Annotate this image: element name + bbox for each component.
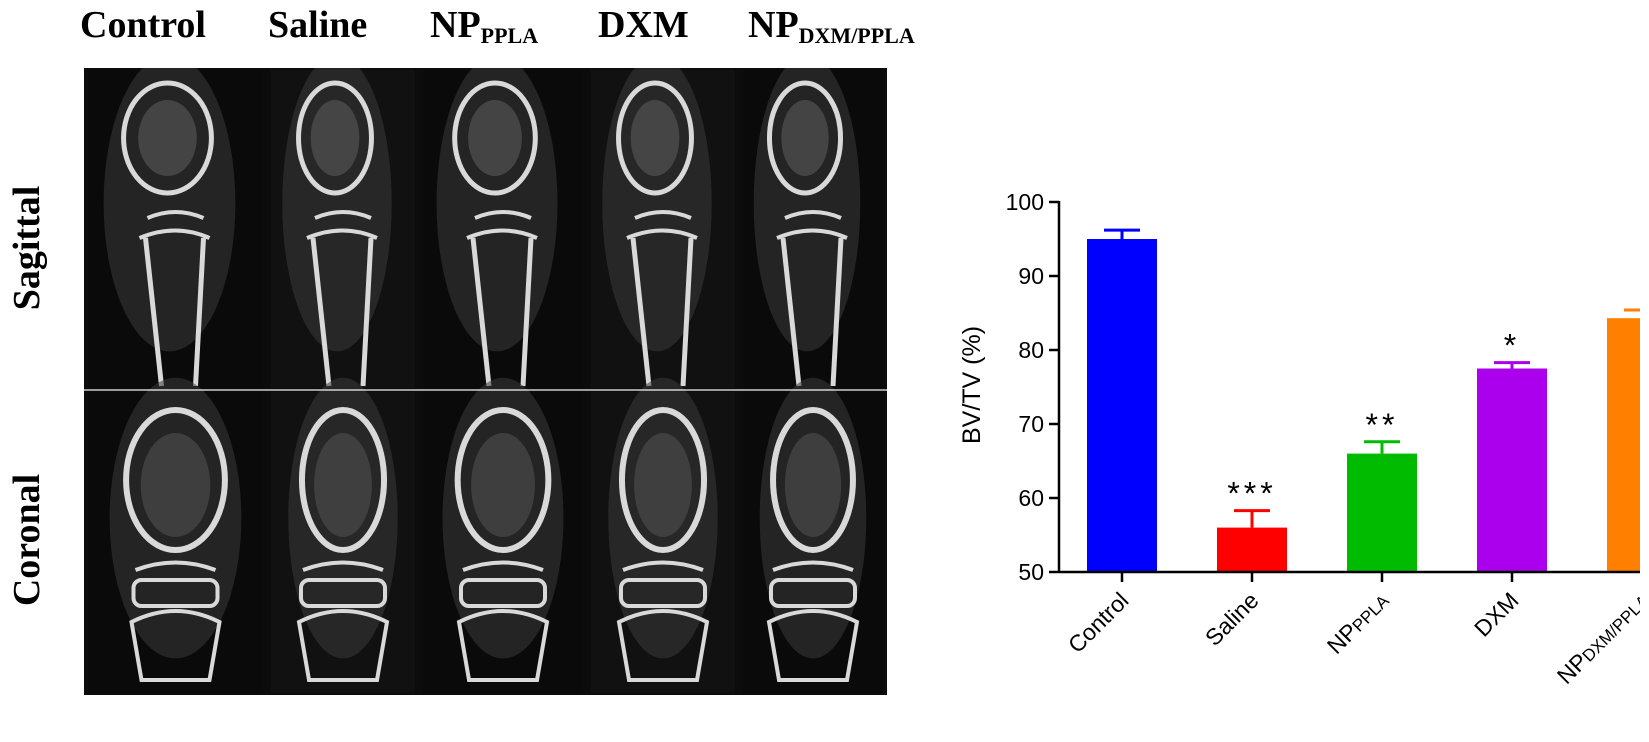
bar <box>1217 527 1287 572</box>
bar <box>1477 368 1547 572</box>
micro-ct-tile <box>88 68 263 388</box>
micro-ct-tile <box>591 377 735 693</box>
column-header-control: Control <box>80 4 206 46</box>
micro-ct-tile <box>743 68 883 388</box>
y-tick-label: 80 <box>1018 337 1044 363</box>
bar <box>1347 453 1417 572</box>
bar <box>1087 239 1157 572</box>
significance-label: * <box>1504 328 1520 364</box>
column-header-np-ppla: NPPPLA <box>430 4 539 48</box>
micro-ct-tile <box>271 68 415 388</box>
y-tick-label: 50 <box>1018 559 1044 585</box>
significance-label: ** <box>1366 407 1399 443</box>
y-tick-label: 70 <box>1018 411 1044 437</box>
row-label-sagittal: Sagittal <box>6 185 48 311</box>
micro-ct-tile <box>271 377 415 693</box>
column-header-saline: Saline <box>268 4 368 46</box>
x-tick-label: NPPPLA <box>1322 587 1394 659</box>
column-header-dxm: DXM <box>598 4 689 46</box>
x-tick-label: DXM <box>1469 587 1524 642</box>
micro-ct-tile <box>743 377 883 693</box>
x-tick-label: Saline <box>1200 587 1264 651</box>
micro-ct-tile <box>88 377 263 693</box>
micro-ct-tile <box>591 68 735 388</box>
micro-ct-tile <box>423 68 583 388</box>
significance-label: *** <box>1227 476 1276 512</box>
y-tick-label: 100 <box>1006 189 1044 215</box>
y-axis-label: BV/TV (%) <box>958 326 986 444</box>
column-header-np-dxm-ppla: NPDXM/PPLA <box>748 4 915 48</box>
y-tick-label: 60 <box>1018 485 1044 511</box>
micro-ct-image-panel <box>84 68 887 695</box>
bar <box>1607 318 1640 572</box>
row-label-coronal: Coronal <box>6 473 48 607</box>
y-tick-label: 90 <box>1018 263 1044 289</box>
x-tick-label: NPDXM/PPLA <box>1552 587 1640 689</box>
x-tick-label: Control <box>1063 587 1134 658</box>
micro-ct-tile <box>423 377 583 693</box>
